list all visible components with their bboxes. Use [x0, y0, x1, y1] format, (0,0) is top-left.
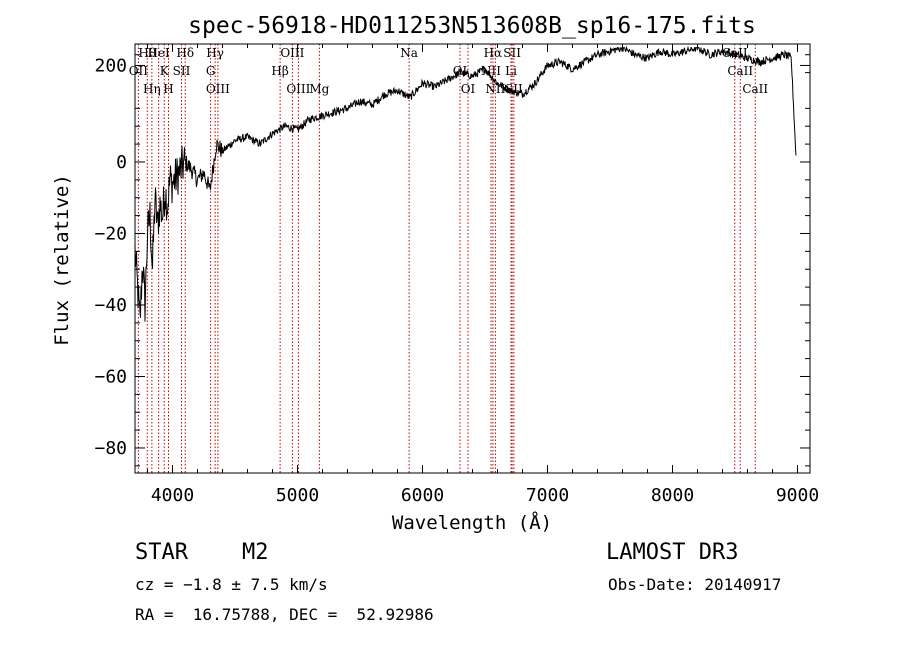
- x-tick-label: 7000: [526, 485, 569, 506]
- spectral-line-label: SII: [173, 64, 191, 78]
- spectrum-line: [134, 45, 797, 322]
- plot-frame: [134, 43, 811, 474]
- y-tick-label: 0: [116, 152, 127, 173]
- x-tick-label: 4000: [151, 485, 194, 506]
- spectral-line-label: Hδ: [176, 46, 194, 60]
- spectral-line-label: Hα: [484, 46, 503, 60]
- spectral-line-label: OIII: [206, 82, 230, 96]
- chart-title: spec-56918-HD011253N513608B_sp16-175.fit…: [188, 13, 756, 39]
- y-tick-label: −40: [94, 295, 127, 316]
- spectral-line-label: H: [163, 82, 173, 96]
- spectral-line-label: NII: [481, 64, 501, 78]
- y-tick-label: −80: [94, 438, 127, 459]
- x-axis-label: Wavelength (Å): [392, 511, 552, 534]
- spectral-line-label: CaII: [742, 82, 768, 96]
- spectral-line-label: SII: [505, 82, 523, 96]
- y-tick-label: −60: [94, 366, 127, 387]
- spectral-line-label: Hβ: [271, 64, 288, 78]
- spectral-line-label: OII: [129, 64, 149, 78]
- spectral-line-label: Na: [400, 46, 418, 60]
- spectral-line-label: CaII: [727, 64, 753, 78]
- y-axis-label: Flux (relative): [51, 174, 73, 346]
- spectral-line-label: Li: [505, 64, 517, 78]
- spectral-line-label: Hγ: [206, 46, 224, 60]
- x-tick-label: 8000: [651, 485, 694, 506]
- observation-date: Obs-Date: 20140917: [608, 575, 782, 594]
- redshift-velocity: cz = −1.8 ± 7.5 km/s: [135, 575, 328, 594]
- spectral-line-label: Hη: [143, 82, 161, 96]
- spectral-line-label: Hθ: [138, 46, 156, 60]
- spectral-line-label: CaII: [722, 46, 748, 60]
- spectral-line-label: HeI: [147, 46, 170, 60]
- survey-name: LAMOST DR3: [606, 540, 739, 565]
- spectral-line-label: OIII: [286, 82, 310, 96]
- spectral-line-label: OI: [453, 64, 468, 78]
- object-subclass: M2: [242, 540, 269, 565]
- spectral-line-label: Mg: [309, 82, 329, 96]
- y-tick-label: −20: [94, 223, 127, 244]
- y-tick-label: 200: [94, 55, 127, 76]
- spectral-line-label: NII: [485, 82, 505, 96]
- ra-dec: RA = 16.75788, DEC = 52.92986: [135, 605, 434, 624]
- object-class: STAR: [135, 540, 188, 565]
- spectral-line-label: K: [160, 64, 170, 78]
- spectral-line-label: OIII: [280, 46, 304, 60]
- x-tick-label: 5000: [276, 485, 319, 506]
- x-tick-label: 6000: [401, 485, 444, 506]
- x-tick-label: 9000: [776, 485, 819, 506]
- spectral-line-label: OI: [461, 82, 476, 96]
- spectral-line-label: G: [206, 64, 216, 78]
- spectral-line-label: SII: [503, 46, 521, 60]
